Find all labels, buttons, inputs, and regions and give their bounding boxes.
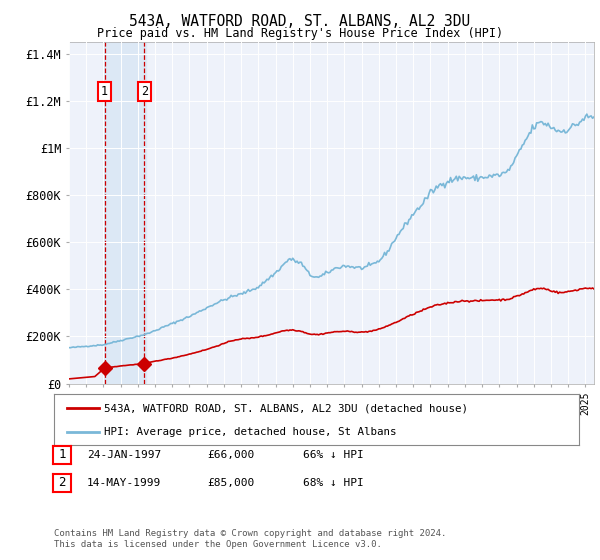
Point bbox=[95, 405, 102, 412]
Text: HPI: Average price, detached house, St Albans: HPI: Average price, detached house, St A… bbox=[104, 427, 397, 437]
Point bbox=[64, 429, 71, 436]
Text: Price paid vs. HM Land Registry's House Price Index (HPI): Price paid vs. HM Land Registry's House … bbox=[97, 27, 503, 40]
Text: 68% ↓ HPI: 68% ↓ HPI bbox=[303, 478, 364, 488]
Text: 543A, WATFORD ROAD, ST. ALBANS, AL2 3DU (detached house): 543A, WATFORD ROAD, ST. ALBANS, AL2 3DU … bbox=[104, 403, 468, 413]
Text: Contains HM Land Registry data © Crown copyright and database right 2024.
This d: Contains HM Land Registry data © Crown c… bbox=[54, 529, 446, 549]
Text: 2: 2 bbox=[58, 476, 65, 489]
Text: 66% ↓ HPI: 66% ↓ HPI bbox=[303, 450, 364, 460]
Bar bbox=[103, 42, 146, 384]
Point bbox=[95, 429, 102, 436]
Text: 543A, WATFORD ROAD, ST. ALBANS, AL2 3DU: 543A, WATFORD ROAD, ST. ALBANS, AL2 3DU bbox=[130, 14, 470, 29]
Text: 14-MAY-1999: 14-MAY-1999 bbox=[87, 478, 161, 488]
Point bbox=[64, 405, 71, 412]
Text: £85,000: £85,000 bbox=[207, 478, 254, 488]
Text: £66,000: £66,000 bbox=[207, 450, 254, 460]
Text: 24-JAN-1997: 24-JAN-1997 bbox=[87, 450, 161, 460]
Text: 2: 2 bbox=[140, 85, 148, 98]
Text: 1: 1 bbox=[101, 85, 108, 98]
Text: 1: 1 bbox=[58, 448, 65, 461]
